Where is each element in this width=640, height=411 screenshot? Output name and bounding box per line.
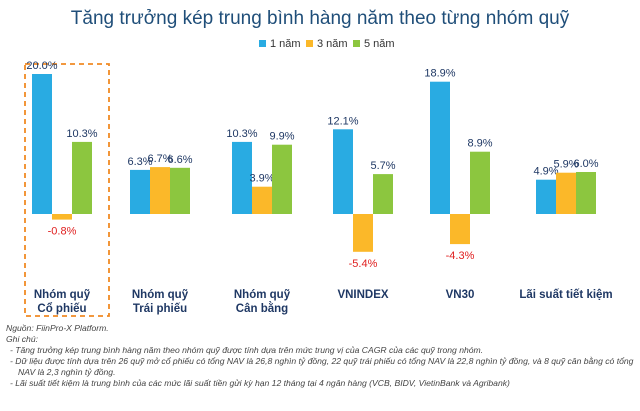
- bar: [333, 129, 353, 214]
- legend-swatch: [306, 40, 313, 47]
- bar: [353, 214, 373, 252]
- bar: [430, 81, 450, 214]
- bar: [150, 167, 170, 214]
- category-label: Nhóm quỹ Cân bằng: [234, 289, 291, 315]
- notes: Nguồn: FiinPro-X Platform. Ghi chú: - Tă…: [6, 323, 636, 389]
- data-label: 9.9%: [269, 131, 294, 143]
- category-label: VNINDEX: [337, 289, 388, 301]
- bar: [170, 167, 190, 214]
- bar: [450, 214, 470, 245]
- source-note: Nguồn: FiinPro-X Platform.: [6, 323, 109, 333]
- highlight-box: [24, 63, 110, 317]
- note-text: Tăng trưởng kép trung bình hàng năm theo…: [15, 345, 484, 355]
- bar: [556, 172, 576, 214]
- data-label: 6.6%: [167, 154, 192, 166]
- data-label: 4.9%: [533, 166, 558, 178]
- bar: [272, 144, 292, 214]
- note-item: - Dữ liệu được tính dựa trên 26 quỹ mở c…: [10, 356, 634, 377]
- data-label: 20.0%: [26, 60, 57, 72]
- data-label: 6.3%: [127, 156, 152, 168]
- bar: [232, 141, 252, 214]
- legend-swatch: [259, 40, 266, 47]
- data-label: 6.7%: [147, 153, 172, 165]
- bar: [576, 172, 596, 214]
- legend-label: 5 năm: [364, 38, 395, 50]
- bar: [52, 214, 72, 220]
- bar: [252, 186, 272, 214]
- legend-label: 3 năm: [317, 38, 348, 50]
- data-label: 18.9%: [424, 68, 455, 80]
- category-label: Nhóm quỹ Trái phiếu: [132, 289, 189, 315]
- data-label: 3.9%: [249, 173, 274, 185]
- data-label: 5.7%: [370, 160, 395, 172]
- plot-area: 20.0%-0.8%10.3%Nhóm quỹ Cổ phiếu6.3%6.7%6…: [24, 60, 613, 317]
- note-item: - Tăng trưởng kép trung bình hàng năm th…: [10, 345, 484, 355]
- chart: Tăng trưởng kép trung bình hàng năm theo…: [24, 8, 613, 317]
- chart-title: Tăng trưởng kép trung bình hàng năm theo…: [71, 8, 570, 29]
- notes-heading: Ghi chú:: [6, 334, 39, 344]
- data-label: 12.1%: [327, 115, 358, 127]
- legend: 1 năm 3 năm 5 năm: [259, 38, 395, 50]
- data-label: 5.9%: [553, 159, 578, 171]
- category-label: Lãi suất tiết kiệm: [519, 289, 612, 301]
- note-item: - Lãi suất tiết kiệm là trung bình của c…: [10, 378, 510, 388]
- bar: [536, 179, 556, 214]
- data-label: 10.3%: [66, 128, 97, 140]
- data-label: -0.8%: [48, 226, 77, 238]
- note-text: Lãi suất tiết kiệm là trung bình của các…: [15, 378, 510, 388]
- category-label: Nhóm quỹ Cổ phiếu: [34, 289, 91, 315]
- bar: [72, 141, 92, 214]
- data-label: 8.9%: [467, 138, 492, 150]
- note-text: Dữ liệu được tính dựa trên 26 quỹ mở cổ …: [15, 356, 634, 377]
- bar: [130, 169, 150, 214]
- bar: [32, 74, 52, 214]
- bar: [470, 151, 490, 214]
- data-label: 6.0%: [573, 158, 598, 170]
- category-label: VN30: [446, 289, 475, 301]
- bar: [373, 174, 393, 214]
- data-label: -5.4%: [349, 258, 378, 270]
- data-label: -4.3%: [446, 250, 475, 262]
- data-label: 10.3%: [226, 128, 257, 140]
- legend-label: 1 năm: [270, 38, 301, 50]
- legend-swatch: [353, 40, 360, 47]
